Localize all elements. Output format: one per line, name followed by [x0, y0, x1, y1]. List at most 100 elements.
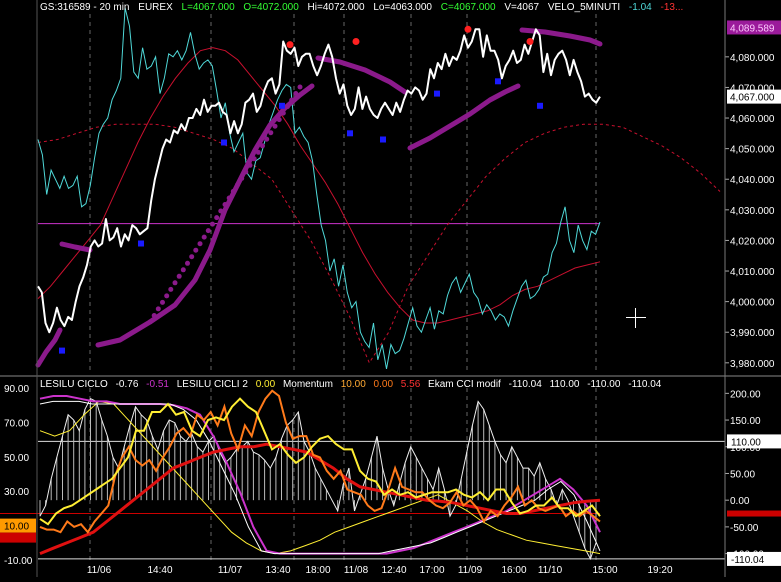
velo-line [37, 7, 601, 369]
trend-dot [268, 130, 274, 136]
osc-right-tick-label: 0.00 [730, 496, 750, 507]
blue-marker-dot [138, 240, 144, 247]
trend-dot [164, 293, 170, 299]
x-tick-label: 13:40 [265, 565, 290, 576]
cci-value1: -110.04 [508, 379, 542, 390]
x-tick-label: 11/10 [538, 565, 563, 576]
trend-segment [35, 327, 63, 368]
x-tick-label: 15:00 [592, 565, 617, 576]
trend-dot [230, 188, 236, 194]
red-marker-dot [352, 38, 360, 45]
cicli2-name: LESILU CICLI 2 [176, 379, 248, 390]
cci-orange-line [39, 389, 601, 534]
trend-segment [407, 83, 521, 151]
osc-thin-yellow-line [39, 400, 601, 555]
right-marker-bottom-label: -110.04 [731, 555, 765, 566]
right-marker-top-box [727, 434, 781, 449]
trend-dot [280, 110, 286, 116]
trend-dot [222, 202, 228, 207]
right-tick-label: 4,060.000 [730, 114, 775, 125]
trend-dot [243, 169, 249, 175]
osc-left-tick-label: 30.00 [4, 487, 29, 498]
trend-segment [59, 241, 93, 253]
trend-dot [255, 149, 261, 155]
trend-dot [260, 143, 265, 149]
x-tick-label: 11/07 [218, 565, 243, 576]
x-tick-label: 18:00 [305, 565, 330, 576]
trend-dot [226, 195, 232, 201]
x-tick-label: 17:00 [419, 565, 444, 576]
blue-marker-dot [279, 102, 285, 109]
right-tick-label: 4,050.000 [730, 145, 775, 156]
velo-value1-label: -1.04 [628, 2, 652, 13]
osc-right-tick-label: -50.00 [730, 523, 759, 534]
osc-white-line [39, 400, 601, 555]
trend-dot [297, 84, 303, 90]
trend-dot [176, 273, 182, 279]
blue-marker-dot [59, 347, 65, 354]
osc-panel-plot [39, 389, 601, 561]
red-marker-dot [286, 41, 294, 49]
x-tick-label: 11/08 [344, 565, 369, 576]
purple-label-box [727, 20, 781, 35]
cycle-red-line [37, 47, 601, 324]
momentum-value2: 0.00 [373, 379, 394, 390]
symbol-label: GS:316589 - 20 min [40, 2, 130, 13]
open-label: O=4072.000 [243, 2, 299, 13]
price-header: GS:316589 - 20 min EUREX L=4067.000 O=40… [40, 2, 689, 13]
purple-price-label: 4,089.589 [730, 23, 775, 34]
right-tick-label: 4,040.000 [730, 175, 775, 186]
right-tick-label: 4,070.000 [730, 83, 775, 94]
x-tick-label: 16:00 [501, 565, 526, 576]
trend-dot [147, 319, 153, 325]
trend-dot [151, 313, 157, 318]
ciclo-value1: -0.76 [115, 379, 139, 390]
osc-left-tick-label: 70.00 [4, 418, 29, 429]
momentum-yellow-line [39, 397, 601, 526]
x-tick-label: 19:20 [647, 565, 672, 576]
histogram-outline [39, 398, 597, 561]
trend-dot [160, 299, 165, 305]
left-marker-box [0, 518, 36, 533]
cci-value3: -110.00 [587, 379, 621, 390]
right-tick-label: 4,000.000 [730, 298, 775, 309]
trend-dot [189, 254, 195, 260]
trend-dot [264, 136, 270, 142]
cci-name: Ekam CCI modif [428, 379, 501, 390]
momentum-value1: 10.00 [340, 379, 366, 390]
blue-marker-dot [347, 130, 353, 137]
red-marker-dot [526, 38, 534, 45]
osc-right-tick-label: 50.00 [730, 469, 755, 480]
cicli2-value: 0.00 [255, 379, 276, 390]
cci-value4: -110.04 [628, 379, 662, 390]
last-price-label: 4,067.000 [730, 93, 775, 104]
right-tick-label: 3,990.000 [730, 328, 775, 339]
trend-dot [276, 117, 282, 123]
right-marker-bottom-box [727, 551, 781, 566]
price-panel-plot [35, 7, 721, 369]
left-marker-label: 10.00 [4, 522, 29, 533]
high-label: Hi=4072.000 [307, 2, 365, 13]
crosshair-cursor-icon[interactable] [626, 308, 646, 328]
trend-dot [185, 260, 190, 266]
trend-dot [218, 208, 224, 214]
indicator-header: LESILU CICLO -0.76 -0.51 LESILU CICLI 2 … [40, 379, 666, 390]
trend-dot [180, 267, 186, 273]
trend-dot [210, 221, 215, 227]
right-tick-label: 4,020.000 [730, 236, 775, 247]
trend-dot [168, 286, 174, 292]
trend-dot [293, 91, 299, 96]
right-tick-label: 4,030.000 [730, 206, 775, 217]
trend-dot [155, 306, 161, 312]
x-tick-label: 14:40 [147, 565, 172, 576]
x-tick-label: 11/06 [87, 565, 112, 576]
trend-dot [272, 123, 278, 129]
ciclo-name: LESILU CICLO [40, 379, 108, 390]
osc-left-tick-label: 90.00 [4, 384, 29, 395]
blue-marker-dot [434, 90, 440, 97]
cci-value2: 110.00 [549, 379, 580, 390]
close-label: C=4067.000 [440, 2, 496, 13]
x-tick-label: 11/09 [458, 565, 483, 576]
trend-dot [197, 241, 203, 247]
